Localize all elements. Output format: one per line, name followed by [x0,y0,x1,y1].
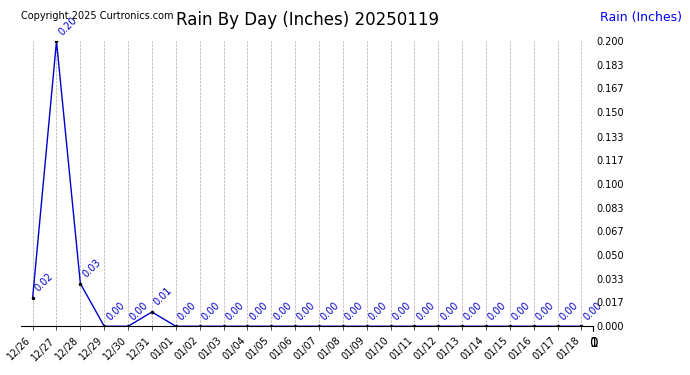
Text: 0.00: 0.00 [248,300,270,322]
Text: 0.00: 0.00 [558,300,580,322]
Text: 0.00: 0.00 [510,300,532,322]
Text: 0.00: 0.00 [224,300,246,322]
Text: 0.00: 0.00 [462,300,484,322]
Text: 0.00: 0.00 [271,300,293,322]
Text: 0.00: 0.00 [534,300,556,322]
Text: 0.00: 0.00 [415,300,437,322]
Text: Rain (Inches): Rain (Inches) [600,11,682,24]
Text: 0.00: 0.00 [128,300,150,322]
Text: 0.00: 0.00 [582,300,604,322]
Text: 0.00: 0.00 [391,300,413,322]
Text: 0.00: 0.00 [199,300,222,322]
Text: 0.00: 0.00 [176,300,198,322]
Text: 0.00: 0.00 [343,300,365,322]
Text: 0.01: 0.01 [152,286,174,308]
Text: Copyright 2025 Curtronics.com: Copyright 2025 Curtronics.com [21,11,173,21]
Text: 0.20: 0.20 [57,15,79,37]
Text: 0.00: 0.00 [104,300,126,322]
Text: 0.00: 0.00 [486,300,509,322]
Text: 0.00: 0.00 [295,300,317,322]
Text: 0.00: 0.00 [319,300,341,322]
Text: 0.00: 0.00 [438,300,460,322]
Text: 0.00: 0.00 [366,300,389,322]
Text: 0.02: 0.02 [32,271,55,294]
Text: 0.03: 0.03 [80,257,103,279]
Text: Rain By Day (Inches) 20250119: Rain By Day (Inches) 20250119 [175,11,439,29]
